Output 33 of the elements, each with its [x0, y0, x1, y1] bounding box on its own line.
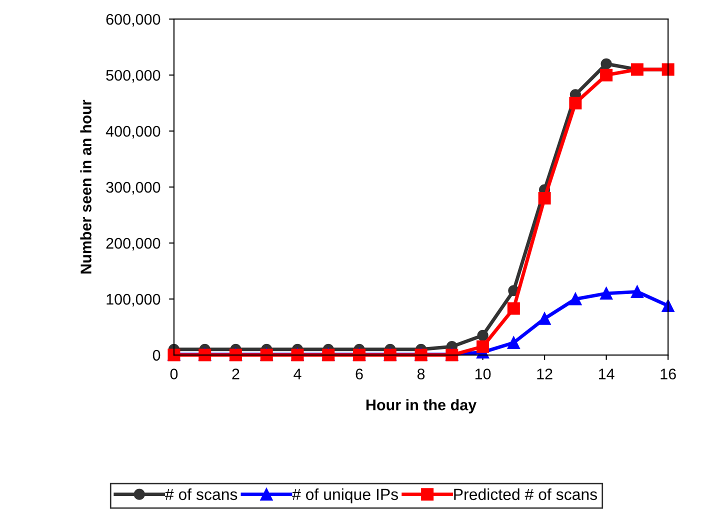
- x-tick-label: 14: [598, 368, 614, 380]
- point: [600, 68, 613, 82]
- x-tick-label: 16: [660, 368, 676, 380]
- y-tick-label: 600,000: [106, 14, 160, 27]
- x-tick-label: 6: [356, 368, 363, 380]
- y-tick-label: 200,000: [106, 238, 160, 251]
- point: [507, 336, 520, 349]
- x-tick-label: 12: [537, 368, 552, 380]
- point: [538, 312, 551, 325]
- point: [630, 285, 644, 298]
- point: [600, 58, 612, 70]
- x-tick-label: 8: [417, 368, 425, 380]
- legend-label: # of scans: [164, 488, 238, 500]
- legend-label: # of unique IPs: [292, 488, 398, 504]
- y-tick-label: 300,000: [106, 182, 160, 195]
- point: [507, 302, 520, 315]
- x-tick-label: 10: [475, 368, 491, 380]
- x-tick-label: 4: [294, 368, 302, 380]
- point: [477, 330, 488, 341]
- legend-label: Predicted # of scans: [454, 488, 598, 500]
- y-tick-label: 0: [152, 350, 160, 361]
- x-axis-title: Hour in the day: [366, 399, 477, 414]
- y-tick-label: 400,000: [106, 126, 160, 139]
- y-tick-label: 500,000: [106, 70, 160, 83]
- point: [600, 287, 613, 300]
- point: [476, 340, 490, 353]
- y-axis-title: Number seen in an hour: [80, 100, 92, 274]
- point: [569, 96, 582, 110]
- point: [569, 292, 582, 306]
- y-tick-label: 100,000: [106, 294, 160, 307]
- x-tick-label: 2: [232, 368, 240, 380]
- x-tick-label: 0: [170, 368, 178, 380]
- point: [538, 192, 551, 204]
